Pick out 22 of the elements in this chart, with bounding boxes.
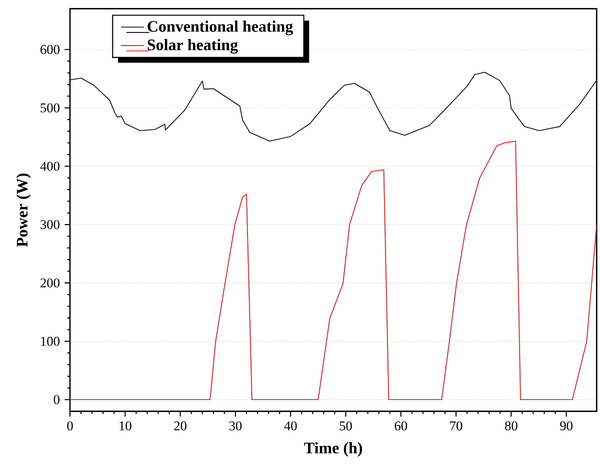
x-axis-title: Time (h) <box>304 442 362 457</box>
y-tick-label: 200 <box>40 278 60 288</box>
y-tick-label: 0 <box>54 395 60 404</box>
y-tick-label: 400 <box>40 162 60 171</box>
x-tick-label: 10 <box>120 421 132 430</box>
y-tick-label: 500 <box>40 103 60 112</box>
y-tick-label: 100 <box>41 336 60 346</box>
y-tick-label: 600 <box>40 45 60 54</box>
x-tick-label: 80 <box>505 421 518 430</box>
x-tick-label: 60 <box>394 421 408 430</box>
line-series <box>70 140 597 400</box>
legend-label: Conventional heating <box>148 20 293 36</box>
x-tick-label: 0 <box>67 421 73 430</box>
x-tick-label: 90 <box>560 421 572 430</box>
x-tick-label: 30 <box>229 421 242 430</box>
legend-label: Solar heating <box>148 39 238 54</box>
x-tick-label: 70 <box>450 421 462 430</box>
y-tick-label: 300 <box>40 220 60 230</box>
x-tick-label: 50 <box>340 421 352 430</box>
x-tick-label: 20 <box>174 421 186 430</box>
x-tick-label: 40 <box>284 421 297 430</box>
y-axis-title: Power (W) <box>16 174 31 247</box>
